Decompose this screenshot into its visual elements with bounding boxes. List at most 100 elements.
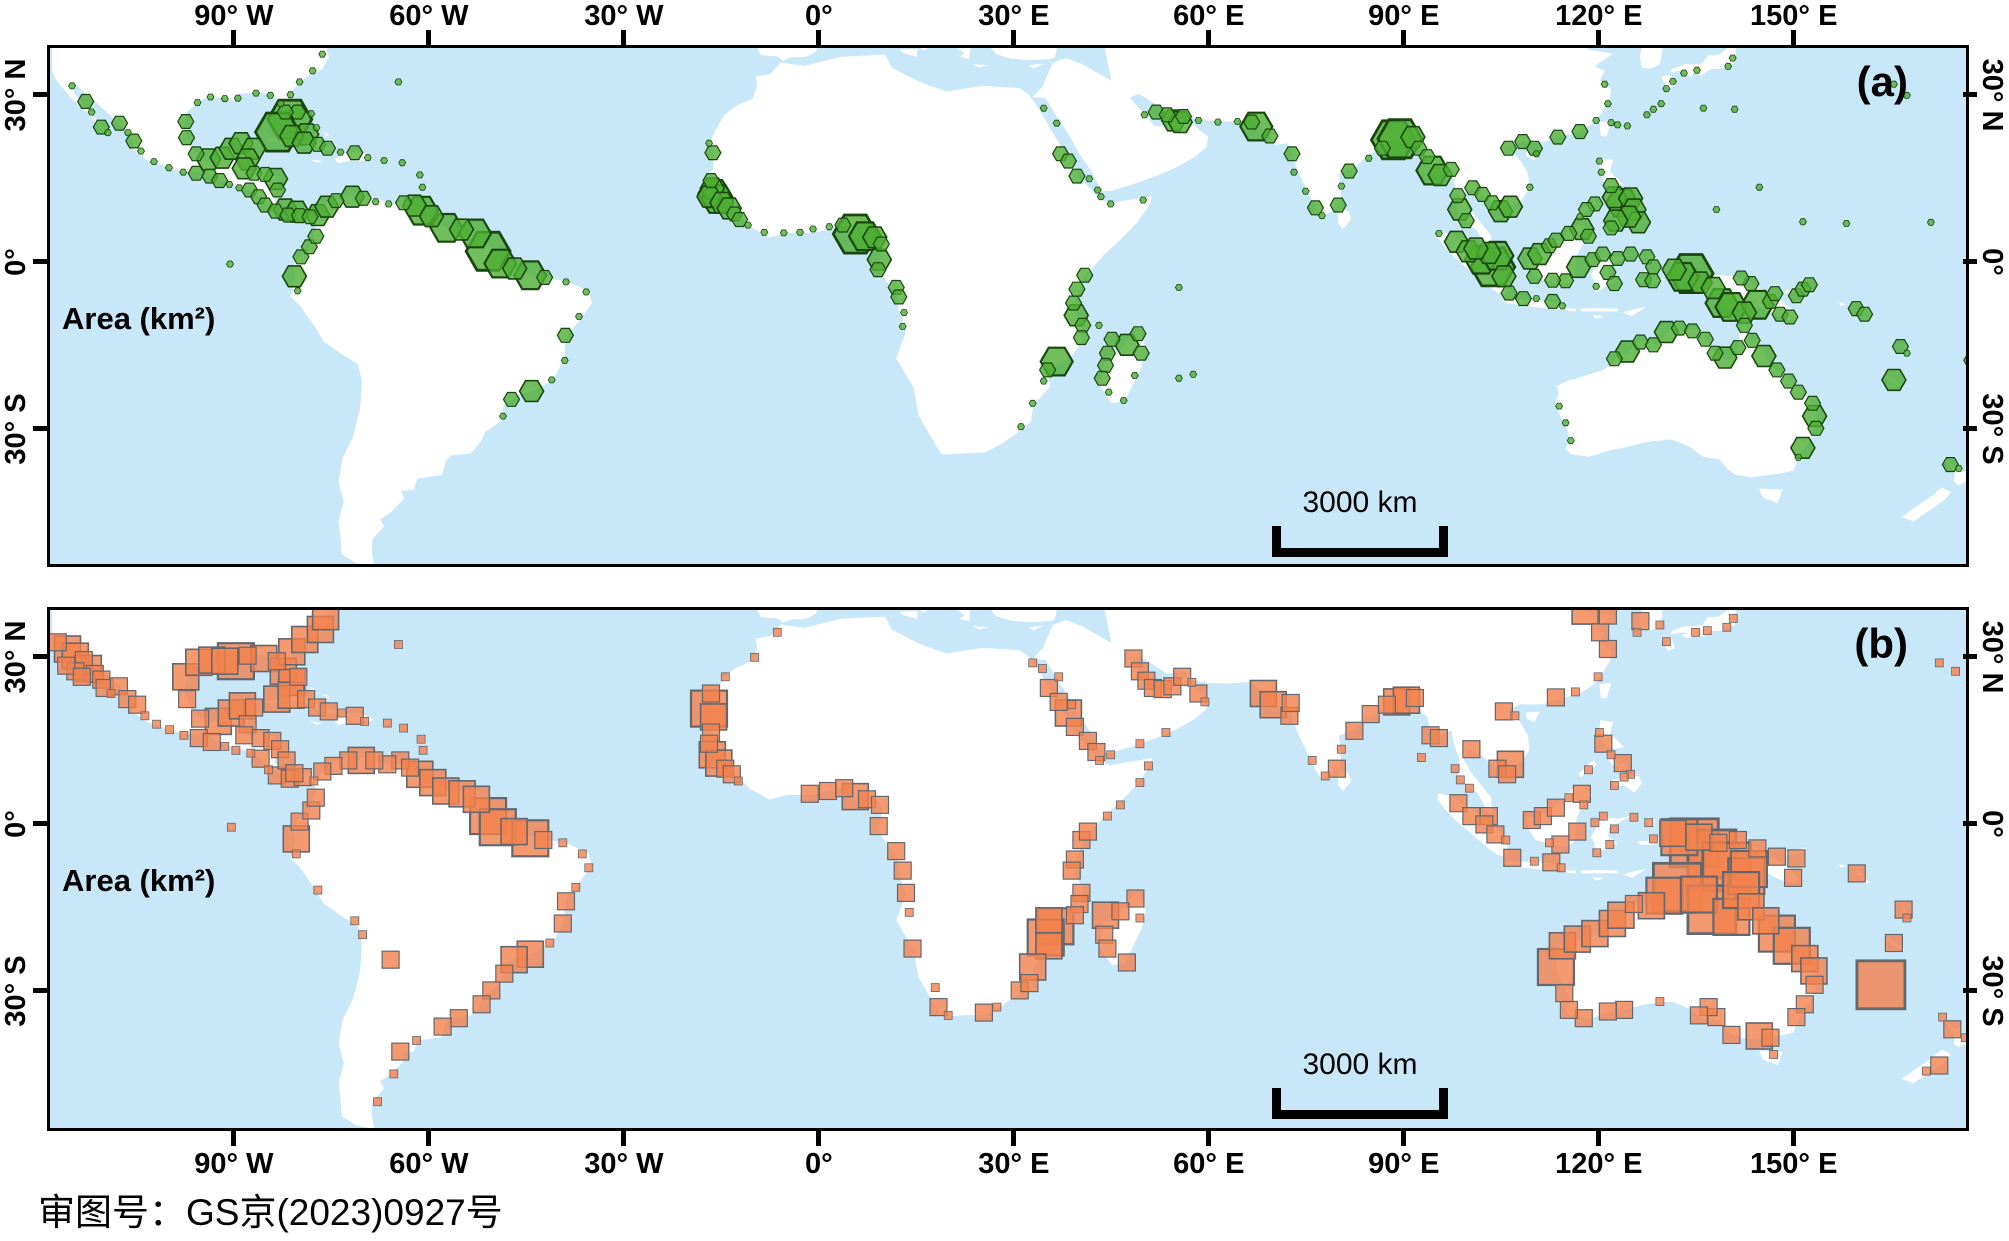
square-marker[interactable] <box>1530 856 1539 866</box>
hexagon-marker[interactable] <box>1794 453 1803 461</box>
square-marker[interactable] <box>1555 984 1574 1003</box>
square-marker[interactable] <box>1598 639 1618 659</box>
hexagon-marker[interactable] <box>1497 195 1524 218</box>
square-marker[interactable] <box>1106 750 1116 760</box>
hexagon-marker[interactable] <box>1418 149 1436 165</box>
square-marker[interactable] <box>1062 861 1081 880</box>
hexagon-marker[interactable] <box>1525 183 1534 191</box>
square-marker[interactable] <box>1546 798 1566 817</box>
square-marker[interactable] <box>416 734 426 744</box>
hexagon-marker[interactable] <box>1798 218 1807 226</box>
hexagon-marker[interactable] <box>1301 187 1310 195</box>
hexagon-marker[interactable] <box>1076 267 1094 283</box>
map-panel-a[interactable]: Area (km²) < 200200–500500–10001000–2000… <box>47 45 1969 567</box>
hexagon-marker[interactable] <box>288 104 307 120</box>
square-marker[interactable] <box>1659 819 1687 848</box>
hexagon-marker[interactable] <box>1602 178 1620 194</box>
square-marker[interactable] <box>835 779 854 798</box>
square-marker[interactable] <box>772 627 782 637</box>
hexagon-marker[interactable] <box>1068 281 1086 297</box>
square-marker[interactable] <box>401 758 420 777</box>
hexagon-marker[interactable] <box>1337 182 1346 190</box>
square-marker[interactable] <box>534 830 553 850</box>
hexagon-marker[interactable] <box>1605 351 1624 367</box>
hexagon-marker[interactable] <box>448 218 475 241</box>
square-marker[interactable] <box>1571 610 1599 625</box>
hexagon-marker[interactable] <box>1599 264 1617 280</box>
hexagon-marker[interactable] <box>1807 420 1825 436</box>
square-marker[interactable] <box>1679 875 1719 914</box>
hexagon-marker[interactable] <box>1613 121 1622 129</box>
square-marker[interactable] <box>1607 901 1635 930</box>
hexagon-marker[interactable] <box>327 193 345 209</box>
hexagon-marker[interactable] <box>276 104 294 120</box>
map-panel-b[interactable]: Area (km²) < 500500–15001500–50005000–10… <box>47 607 1969 1131</box>
square-marker[interactable] <box>306 788 325 807</box>
hexagon-marker[interactable] <box>293 287 302 295</box>
hexagon-marker[interactable] <box>1668 77 1677 85</box>
square-marker[interactable] <box>1098 939 1117 958</box>
hexagon-marker[interactable] <box>1532 295 1541 303</box>
hexagon-marker[interactable] <box>1106 200 1115 208</box>
square-marker[interactable] <box>1748 839 1767 858</box>
square-marker[interactable] <box>57 656 76 675</box>
hexagon-marker[interactable] <box>1566 437 1575 445</box>
square-marker[interactable] <box>1078 822 1098 841</box>
hexagon-marker[interactable] <box>898 322 907 330</box>
hexagon-marker[interactable] <box>177 130 196 146</box>
square-marker[interactable] <box>1605 840 1615 849</box>
hexagon-marker[interactable] <box>1543 272 1562 288</box>
square-marker[interactable] <box>1614 1000 1634 1019</box>
hexagon-marker[interactable] <box>1623 122 1632 130</box>
hexagon-marker[interactable] <box>1174 108 1193 125</box>
hexagon-marker[interactable] <box>779 229 788 237</box>
hexagon-marker[interactable] <box>1724 62 1733 70</box>
hexagon-marker[interactable] <box>233 94 242 102</box>
hexagon-marker[interactable] <box>501 257 528 280</box>
hexagon-marker[interactable] <box>1644 273 1662 289</box>
hexagon-marker[interactable] <box>1842 219 1851 227</box>
square-marker[interactable] <box>1685 823 1713 851</box>
hexagon-marker[interactable] <box>1306 200 1325 216</box>
square-marker[interactable] <box>1417 753 1426 763</box>
hexagon-marker[interactable] <box>1902 349 1911 357</box>
square-marker[interactable] <box>226 822 236 832</box>
hexagon-marker[interactable] <box>1514 133 1532 150</box>
square-marker[interactable] <box>1564 793 1574 803</box>
hexagon-marker[interactable] <box>1364 154 1373 162</box>
square-marker[interactable] <box>1465 783 1474 793</box>
hexagon-marker[interactable] <box>312 124 321 132</box>
hexagon-marker[interactable] <box>1174 374 1183 382</box>
square-marker[interactable] <box>1752 906 1780 935</box>
hexagon-marker[interactable] <box>398 159 407 167</box>
hexagon-marker[interactable] <box>354 190 372 206</box>
square-marker[interactable] <box>1902 913 1912 923</box>
hexagon-marker[interactable] <box>1129 326 1147 342</box>
hexagon-marker[interactable] <box>1558 302 1567 310</box>
square-marker[interactable] <box>391 1042 410 1061</box>
square-marker[interactable] <box>800 784 819 803</box>
square-marker[interactable] <box>1590 818 1600 828</box>
square-marker[interactable] <box>1455 775 1465 785</box>
hexagon-marker[interactable] <box>502 391 521 407</box>
square-marker[interactable] <box>165 725 174 735</box>
square-marker[interactable] <box>127 695 147 714</box>
hexagon-marker[interactable] <box>1880 368 1907 392</box>
hexagon-marker[interactable] <box>1072 330 1091 346</box>
square-marker[interactable] <box>462 785 491 814</box>
hexagon-marker[interactable] <box>1233 118 1242 125</box>
square-marker[interactable] <box>238 646 257 665</box>
square-marker[interactable] <box>1593 672 1603 682</box>
square-marker[interactable] <box>1281 693 1300 713</box>
square-marker[interactable] <box>1722 1025 1741 1044</box>
hexagon-marker[interactable] <box>308 67 317 75</box>
hexagon-marker[interactable] <box>1555 402 1564 410</box>
square-marker[interactable] <box>1728 830 1748 850</box>
hexagon-marker[interactable] <box>125 133 143 149</box>
hexagon-marker[interactable] <box>268 182 287 198</box>
hexagon-marker[interactable] <box>418 205 445 228</box>
hexagon-marker[interactable] <box>547 376 556 384</box>
square-marker[interactable] <box>1361 704 1380 724</box>
square-marker[interactable] <box>1405 688 1425 708</box>
hexagon-marker[interactable] <box>1750 344 1777 368</box>
